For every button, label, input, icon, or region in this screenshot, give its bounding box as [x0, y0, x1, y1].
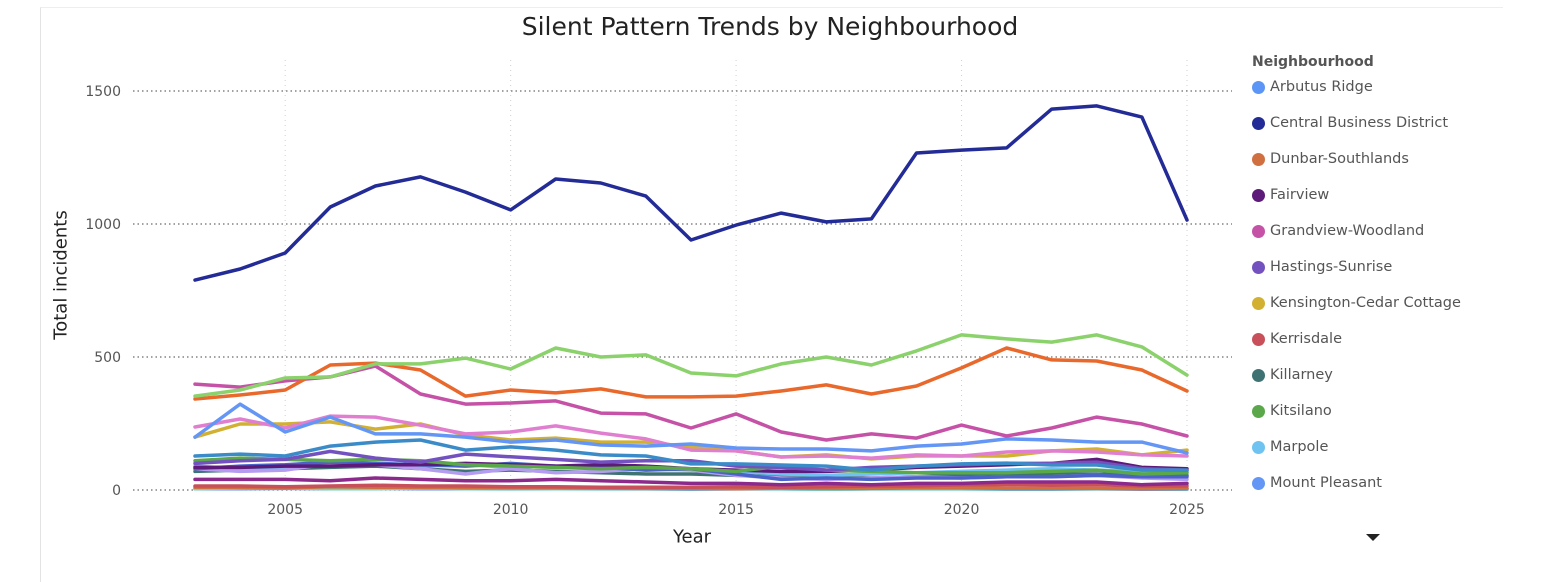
legend-marker: [1252, 296, 1265, 310]
series-line-central-business-district: [193, 104, 1189, 282]
series-line-grandview-woodland: [193, 364, 1189, 442]
y-tick-label: 500: [94, 350, 121, 366]
series-line: [193, 414, 1189, 460]
series-line-kerrisdale: [193, 482, 1189, 490]
legend-marker: [1252, 260, 1265, 274]
y-tick-label: 1500: [85, 84, 121, 100]
legend-marker: [1252, 224, 1265, 238]
series-line-kitsilano: [193, 456, 1189, 476]
chart-frame: [40, 7, 1503, 582]
legend-label: Kitsilano: [1270, 403, 1332, 419]
x-tick-label: 2020: [944, 502, 980, 518]
y-tick-label: 0: [112, 483, 121, 499]
x-tick-label: 2010: [493, 502, 529, 518]
legend-label: Grandview-Woodland: [1270, 223, 1425, 239]
legend-item[interactable]: Mount Pleasant: [1252, 465, 1461, 501]
legend-label: Mount Pleasant: [1270, 475, 1382, 491]
legend-label: Kerrisdale: [1270, 331, 1342, 347]
legend-label: Kensington-Cedar Cottage: [1270, 295, 1461, 311]
x-tick-label: 2005: [267, 502, 303, 518]
y-tick-label: 1000: [85, 217, 121, 233]
legend-item[interactable]: Kerrisdale: [1252, 321, 1461, 357]
legend-item[interactable]: Arbutus Ridge: [1252, 69, 1461, 105]
legend-marker: [1252, 152, 1265, 166]
legend-marker: [1252, 188, 1265, 202]
legend-item[interactable]: Dunbar-Southlands: [1252, 141, 1461, 177]
x-axis-label: Year: [672, 526, 712, 548]
legend-label: Killarney: [1270, 367, 1333, 383]
legend-item[interactable]: Central Business District: [1252, 105, 1461, 141]
legend-item[interactable]: Kitsilano: [1252, 393, 1461, 429]
legend-item[interactable]: Kensington-Cedar Cottage: [1252, 285, 1461, 321]
series-line-mount-pleasant: [193, 402, 1189, 455]
legend-label: Central Business District: [1270, 115, 1449, 131]
legend-scroll-down-icon[interactable]: [1366, 534, 1380, 541]
legend-marker: [1252, 404, 1265, 418]
legend-item[interactable]: Fairview: [1252, 177, 1461, 213]
series-line: [193, 333, 1189, 398]
legend-item[interactable]: Hastings-Sunrise: [1252, 249, 1461, 285]
legend-title: Neighbourhood: [1252, 54, 1374, 70]
legend-item[interactable]: Killarney: [1252, 357, 1461, 393]
legend-label: Dunbar-Southlands: [1270, 151, 1409, 167]
legend-marker: [1252, 332, 1265, 346]
legend-label: Arbutus Ridge: [1270, 79, 1373, 95]
legend-label: Fairview: [1270, 187, 1330, 203]
x-tick-label: 2015: [718, 502, 754, 518]
series-line: [193, 346, 1189, 401]
legend-marker: [1252, 476, 1265, 490]
legend-label: Marpole: [1270, 439, 1329, 455]
series-line: [193, 438, 1189, 472]
legend-marker: [1252, 440, 1265, 454]
legend-marker: [1252, 80, 1265, 94]
x-tick-label: 2025: [1169, 502, 1205, 518]
chart-title: Silent Pattern Trends by Neighbourhood: [521, 12, 1019, 41]
legend-marker: [1252, 368, 1265, 382]
legend-item[interactable]: Marpole: [1252, 429, 1461, 465]
legend-item[interactable]: Grandview-Woodland: [1252, 213, 1461, 249]
series-line: [193, 476, 1189, 487]
legend-label: Hastings-Sunrise: [1270, 259, 1393, 275]
legend: Neighbourhood Arbutus Ridge Central Busin…: [1252, 54, 1461, 511]
legend-marker: [1252, 116, 1265, 130]
